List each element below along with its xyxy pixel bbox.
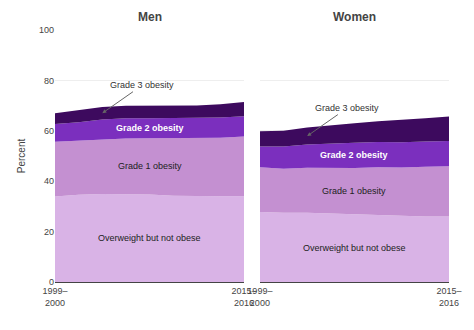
svg-text:Overweight but not obese: Overweight but not obese xyxy=(303,243,406,253)
svg-text:0: 0 xyxy=(49,277,54,287)
svg-text:20: 20 xyxy=(44,227,54,237)
svg-text:2015–2016: 2015–2016 xyxy=(232,286,257,308)
svg-text:Grade 3 obesity: Grade 3 obesity xyxy=(110,80,174,90)
svg-text:100: 100 xyxy=(39,25,54,35)
svg-text:Grade 1 obesity: Grade 1 obesity xyxy=(322,186,386,196)
svg-text:80: 80 xyxy=(44,76,54,86)
svg-text:40: 40 xyxy=(44,176,54,186)
svg-text:Women: Women xyxy=(333,10,376,24)
svg-text:60: 60 xyxy=(44,126,54,136)
svg-text:Grade 2 obesity: Grade 2 obesity xyxy=(116,123,184,133)
svg-text:2015–2016: 2015–2016 xyxy=(436,286,461,308)
svg-text:1999–2000: 1999–2000 xyxy=(42,286,67,308)
svg-text:Men: Men xyxy=(138,10,162,24)
svg-text:1999–2000: 1999–2000 xyxy=(247,286,272,308)
svg-text:Grade 2 obesity: Grade 2 obesity xyxy=(320,150,388,160)
svg-text:Grade 1 obesity: Grade 1 obesity xyxy=(118,161,182,171)
svg-text:Overweight but not obese: Overweight but not obese xyxy=(98,233,201,243)
svg-text:Percent: Percent xyxy=(16,139,27,174)
svg-text:Grade 3 obesity: Grade 3 obesity xyxy=(315,103,379,113)
